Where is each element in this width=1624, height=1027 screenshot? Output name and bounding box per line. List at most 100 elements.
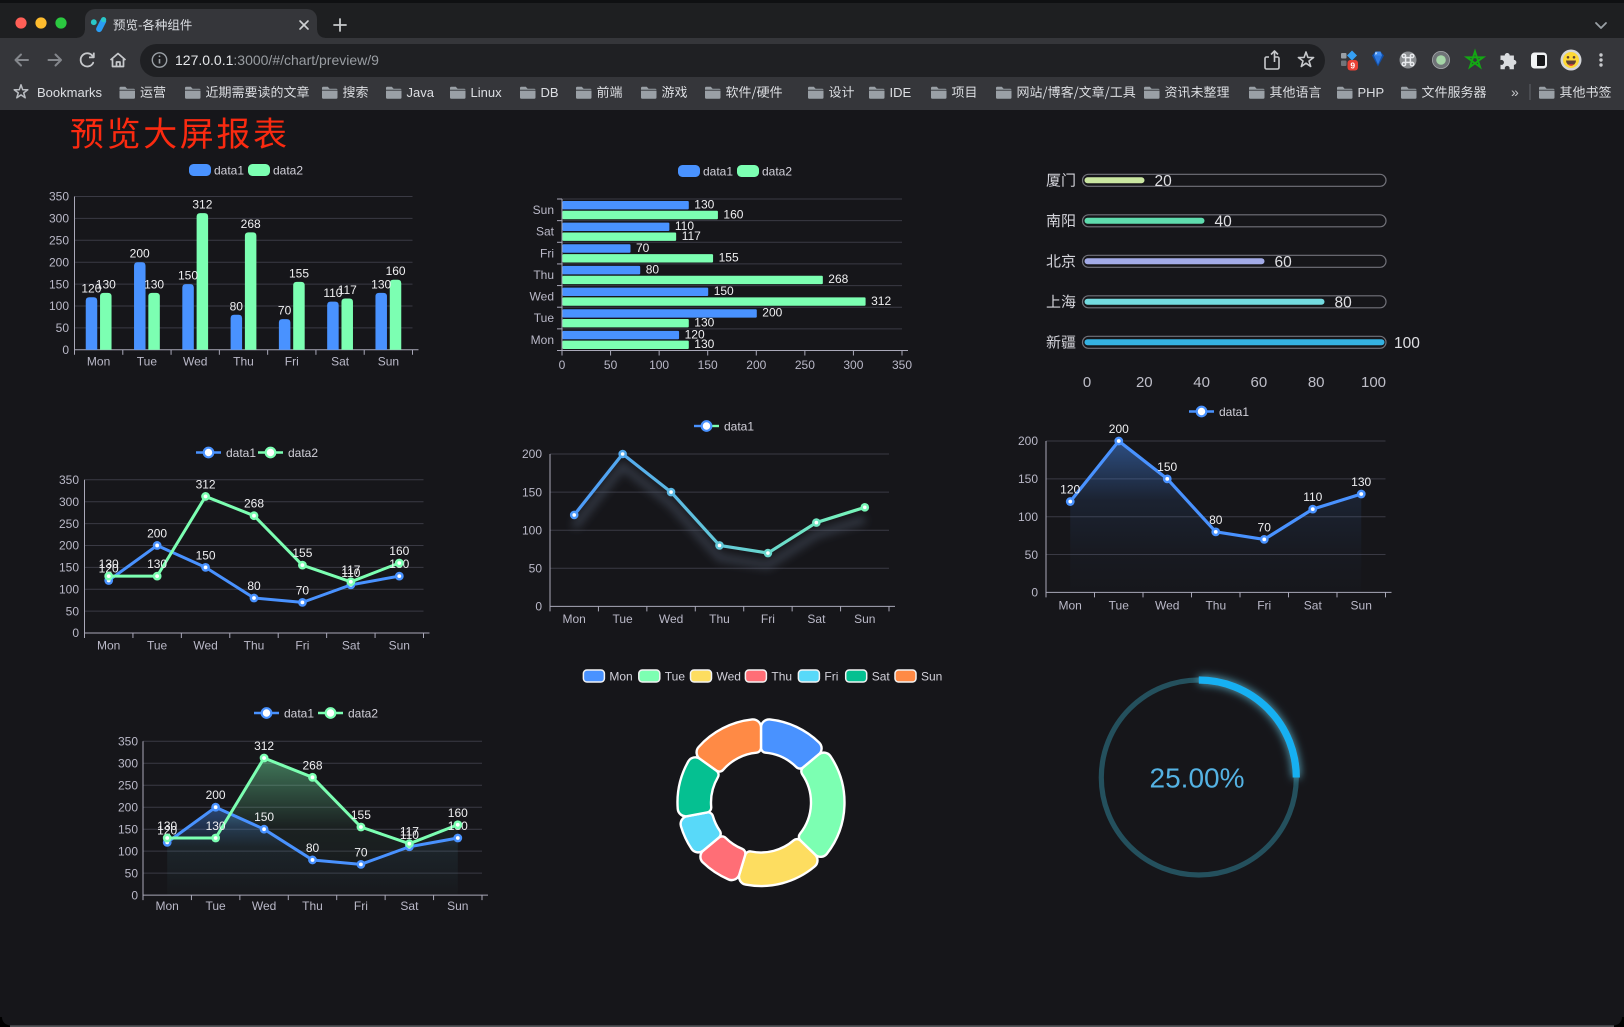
svg-text:300: 300 <box>843 358 863 372</box>
svg-text:Sat: Sat <box>400 899 419 913</box>
svg-text:250: 250 <box>59 517 79 531</box>
svg-text:155: 155 <box>292 546 312 560</box>
svg-text:130: 130 <box>96 277 116 291</box>
svg-text:Thu: Thu <box>244 638 265 652</box>
svg-text:Sat: Sat <box>1304 599 1323 613</box>
svg-text:130: 130 <box>694 198 714 212</box>
svg-text:Thu: Thu <box>233 354 254 368</box>
svg-text:80: 80 <box>1308 374 1325 391</box>
svg-text:Wed: Wed <box>252 899 276 913</box>
svg-text:268: 268 <box>241 217 261 231</box>
svg-text:350: 350 <box>892 358 912 372</box>
svg-text:150: 150 <box>714 284 734 298</box>
svg-text:data2: data2 <box>288 446 318 460</box>
svg-text:Wed: Wed <box>193 638 217 652</box>
svg-text:130: 130 <box>147 557 167 571</box>
svg-text:130: 130 <box>371 277 391 291</box>
svg-text:50: 50 <box>1025 548 1039 562</box>
svg-text:Fri: Fri <box>1257 599 1271 613</box>
svg-text:80: 80 <box>1209 513 1223 527</box>
svg-text:160: 160 <box>386 264 406 278</box>
svg-text:155: 155 <box>289 266 309 280</box>
svg-text:60: 60 <box>1275 254 1293 271</box>
svg-text:200: 200 <box>59 539 79 553</box>
svg-text:200: 200 <box>147 527 167 541</box>
svg-text:130: 130 <box>157 819 177 833</box>
svg-text:150: 150 <box>522 485 542 499</box>
svg-text:Fri: Fri <box>354 899 368 913</box>
svg-text:250: 250 <box>795 358 815 372</box>
svg-text:200: 200 <box>49 255 69 269</box>
svg-text:160: 160 <box>389 544 409 558</box>
svg-text:200: 200 <box>118 800 138 814</box>
svg-text:Sun: Sun <box>1351 599 1372 613</box>
svg-text:120: 120 <box>99 562 119 576</box>
svg-text:Tue: Tue <box>612 612 633 626</box>
svg-text:PHP: PHP <box>1358 85 1385 100</box>
svg-text:100: 100 <box>118 844 138 858</box>
svg-text:Fri: Fri <box>761 612 775 626</box>
svg-text:Tue: Tue <box>665 669 686 683</box>
svg-text:data1: data1 <box>226 446 256 460</box>
svg-text:Sun: Sun <box>378 354 399 368</box>
svg-text:Sun: Sun <box>533 203 554 217</box>
svg-text:IDE: IDE <box>890 85 912 100</box>
svg-text:110: 110 <box>400 828 419 842</box>
svg-text:120: 120 <box>81 282 101 296</box>
svg-text:data1: data1 <box>1219 405 1249 419</box>
svg-text:Mon: Mon <box>531 333 554 347</box>
svg-text:130: 130 <box>206 819 226 833</box>
svg-text:Sun: Sun <box>447 899 468 913</box>
svg-text:50: 50 <box>125 866 139 880</box>
svg-text:Bookmarks: Bookmarks <box>37 85 103 100</box>
svg-text:Mon: Mon <box>97 638 120 652</box>
svg-text:312: 312 <box>871 294 891 308</box>
svg-text:200: 200 <box>1018 434 1038 448</box>
svg-text:Mon: Mon <box>563 612 586 626</box>
svg-text:120: 120 <box>157 823 177 837</box>
svg-text:Sat: Sat <box>342 638 361 652</box>
svg-text:70: 70 <box>296 583 310 597</box>
svg-text:DB: DB <box>541 85 559 100</box>
svg-text:80: 80 <box>230 299 244 313</box>
svg-text:100: 100 <box>1018 510 1038 524</box>
svg-text:50: 50 <box>56 321 70 335</box>
svg-text:0: 0 <box>535 600 542 614</box>
svg-text:Thu: Thu <box>709 612 730 626</box>
svg-text:160: 160 <box>448 806 468 820</box>
svg-text:data2: data2 <box>273 163 303 177</box>
svg-text:150: 150 <box>49 277 69 291</box>
svg-text:0: 0 <box>1083 374 1091 391</box>
svg-text:100: 100 <box>649 358 669 372</box>
svg-text:80: 80 <box>247 579 261 593</box>
svg-text:117: 117 <box>341 563 360 577</box>
svg-text:200: 200 <box>522 447 542 461</box>
svg-text:110: 110 <box>341 566 360 580</box>
svg-text:130: 130 <box>1351 475 1371 489</box>
svg-text:150: 150 <box>1018 472 1038 486</box>
svg-text:150: 150 <box>118 822 138 836</box>
svg-text:Wed: Wed <box>1155 599 1179 613</box>
svg-text:Java: Java <box>407 85 435 100</box>
svg-text:150: 150 <box>254 810 274 824</box>
svg-text:Sun: Sun <box>389 638 410 652</box>
svg-text:117: 117 <box>682 229 701 243</box>
svg-text:Mon: Mon <box>156 899 179 913</box>
svg-text:350: 350 <box>49 190 69 204</box>
svg-text:50: 50 <box>529 562 543 576</box>
svg-text:100: 100 <box>522 523 542 537</box>
svg-text:50: 50 <box>66 604 80 618</box>
svg-text:312: 312 <box>254 739 274 753</box>
svg-text:Sun: Sun <box>921 669 942 683</box>
svg-text:Wed: Wed <box>530 290 554 304</box>
svg-text:40: 40 <box>1215 213 1233 230</box>
svg-text:127.0.0.1:3000/#/chart/preview: 127.0.0.1:3000/#/chart/preview/9 <box>175 52 379 68</box>
svg-text:data1: data1 <box>724 419 754 433</box>
svg-text:70: 70 <box>1258 520 1272 534</box>
svg-text:0: 0 <box>62 343 69 357</box>
svg-text:130: 130 <box>144 277 164 291</box>
svg-text:100: 100 <box>1394 335 1420 352</box>
svg-text:Mon: Mon <box>609 669 632 683</box>
svg-text:100: 100 <box>49 299 69 313</box>
svg-text:70: 70 <box>636 241 650 255</box>
